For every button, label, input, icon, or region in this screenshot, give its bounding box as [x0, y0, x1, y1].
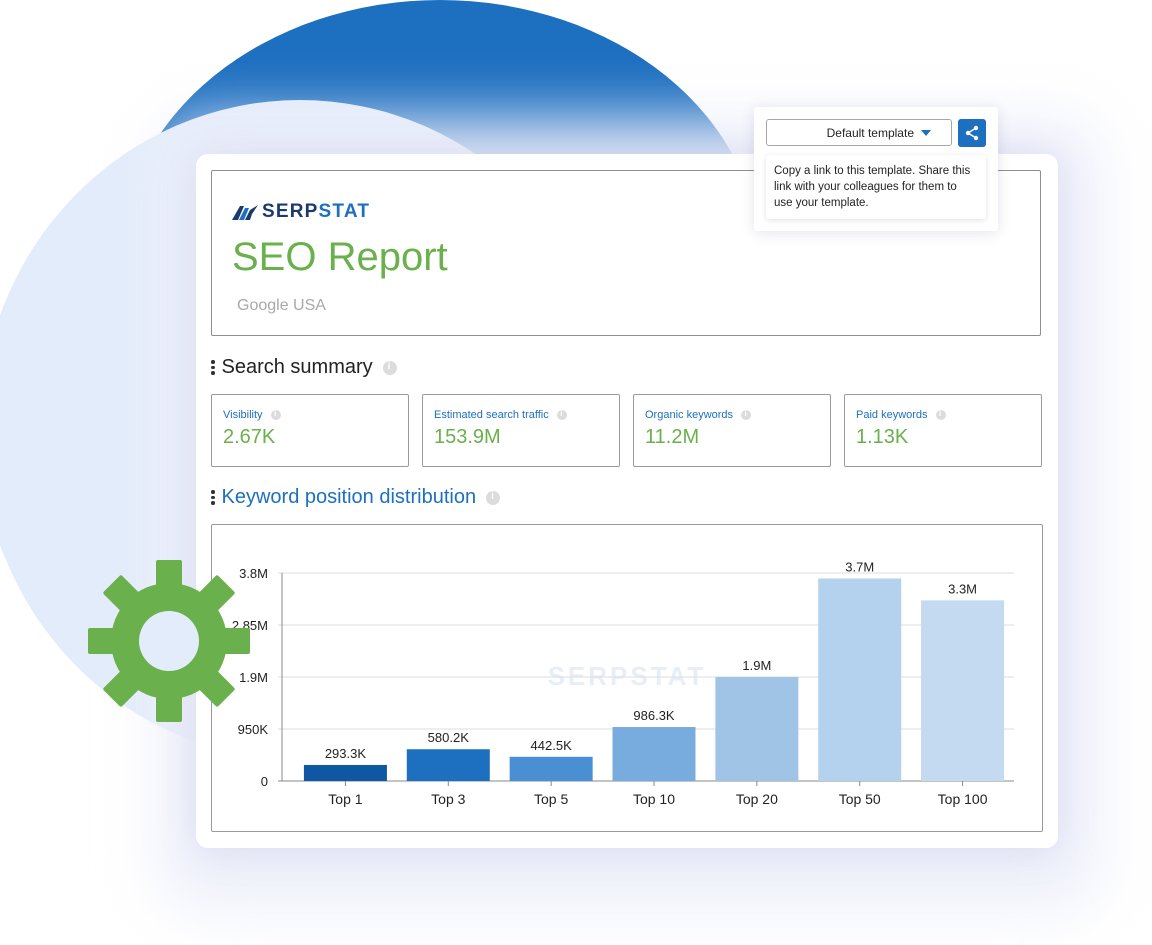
- data-label: 3.7M: [845, 559, 874, 574]
- share-button[interactable]: [958, 119, 986, 147]
- info-icon[interactable]: [935, 409, 946, 420]
- chart-panel: SERPSTAT 0 950K 1.9M 2.85M 3.8M 293.3K Top 1 580…: [211, 524, 1043, 832]
- data-label: 293.3K: [325, 746, 367, 761]
- metric-card-visibility: Visibility 2.67K: [211, 394, 409, 467]
- x-tick-label: Top 5: [534, 791, 568, 807]
- info-icon[interactable]: [486, 490, 501, 505]
- x-tick-label: Top 50: [839, 791, 881, 807]
- share-icon: [965, 125, 979, 141]
- metric-label: Paid keywords: [856, 409, 928, 421]
- bar: [612, 727, 696, 781]
- metric-card-organic: Organic keywords 11.2M: [633, 394, 831, 467]
- info-icon[interactable]: [382, 360, 397, 375]
- report-header: SERPSTAT SEO Report Google USA: [211, 170, 1041, 336]
- data-label: 3.3M: [948, 581, 977, 596]
- search-summary-heading: Search summary: [211, 356, 397, 379]
- report-card: SERPSTAT SEO Report Google USA Search su…: [196, 154, 1058, 848]
- data-label: 986.3K: [633, 708, 675, 723]
- template-select[interactable]: Default template: [766, 119, 952, 146]
- metric-label: Organic keywords: [645, 409, 734, 421]
- data-label: 442.5K: [531, 738, 573, 753]
- bar: [303, 764, 387, 781]
- bar: [509, 756, 593, 781]
- report-subtitle: Google USA: [237, 297, 326, 314]
- info-icon[interactable]: [556, 409, 567, 420]
- y-tick-label: 1.9M: [239, 670, 268, 685]
- distribution-title: Keyword position distribution: [221, 486, 477, 508]
- chart-watermark: SERPSTAT: [548, 661, 707, 691]
- metric-card-paid: Paid keywords 1.13K: [844, 394, 1042, 467]
- report-title: SEO Report: [232, 235, 448, 279]
- metric-label: Estimated search traffic: [434, 409, 549, 421]
- share-tooltip: Copy a link to this template. Share this…: [766, 155, 986, 219]
- logo-text: SERPSTAT: [262, 201, 371, 222]
- serpstat-logo: SERPSTAT: [232, 201, 370, 223]
- drag-handle-icon[interactable]: [211, 490, 215, 505]
- chevron-down-icon: [921, 129, 931, 136]
- metric-value: 2.67K: [223, 426, 276, 448]
- bar: [921, 600, 1005, 781]
- template-toolbar: Default template Copy a link to this tem…: [754, 107, 998, 231]
- x-tick-label: Top 1: [328, 791, 362, 807]
- gear-icon: [88, 560, 250, 722]
- template-select-value: Default template: [826, 125, 914, 140]
- metric-card-traffic: Estimated search traffic 153.9M: [422, 394, 620, 467]
- x-tick-label: Top 3: [431, 791, 465, 807]
- info-icon[interactable]: [270, 409, 281, 420]
- metric-cards: Visibility 2.67K Estimated search traffi…: [211, 394, 1042, 467]
- bar: [715, 677, 799, 781]
- y-tick-label: 3.8M: [239, 566, 268, 581]
- x-tick-label: Top 100: [938, 791, 988, 807]
- info-icon[interactable]: [741, 409, 752, 420]
- data-label: 580.2K: [428, 730, 470, 745]
- metric-label: Visibility: [223, 409, 263, 421]
- x-tick-label: Top 10: [633, 791, 675, 807]
- drag-handle-icon[interactable]: [211, 360, 215, 375]
- y-tick-label: 0: [261, 774, 268, 789]
- search-summary-title: Search summary: [221, 356, 373, 378]
- distribution-heading: Keyword position distribution: [211, 486, 501, 509]
- y-tick-label: 950K: [238, 722, 269, 737]
- x-tick-label: Top 20: [736, 791, 778, 807]
- metric-value: 153.9M: [434, 426, 501, 448]
- metric-value: 11.2M: [645, 426, 700, 448]
- bar: [818, 578, 902, 781]
- bar: [406, 749, 490, 781]
- serpstat-logo-icon: [232, 205, 258, 220]
- data-label: 1.9M: [742, 658, 771, 673]
- metric-value: 1.13K: [856, 426, 909, 448]
